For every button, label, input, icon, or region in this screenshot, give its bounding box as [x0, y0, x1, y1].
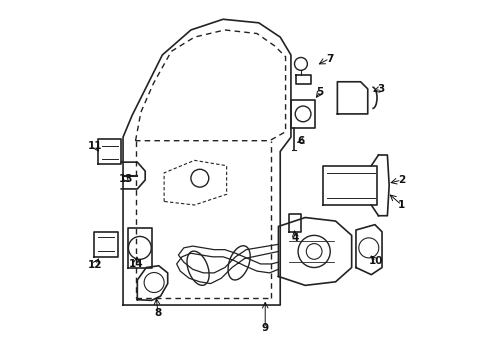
Text: 12: 12	[88, 260, 102, 270]
Text: 11: 11	[88, 141, 102, 151]
Text: 7: 7	[325, 54, 332, 64]
Text: 5: 5	[316, 87, 323, 98]
Text: 1: 1	[397, 200, 405, 210]
Text: 6: 6	[296, 136, 304, 147]
Text: 4: 4	[291, 233, 299, 243]
Text: 9: 9	[261, 323, 268, 333]
Text: 14: 14	[129, 259, 143, 269]
Text: 13: 13	[119, 174, 133, 184]
Text: 3: 3	[377, 84, 384, 94]
Text: 2: 2	[397, 175, 405, 185]
Text: 8: 8	[154, 308, 162, 318]
Text: 10: 10	[368, 256, 383, 266]
